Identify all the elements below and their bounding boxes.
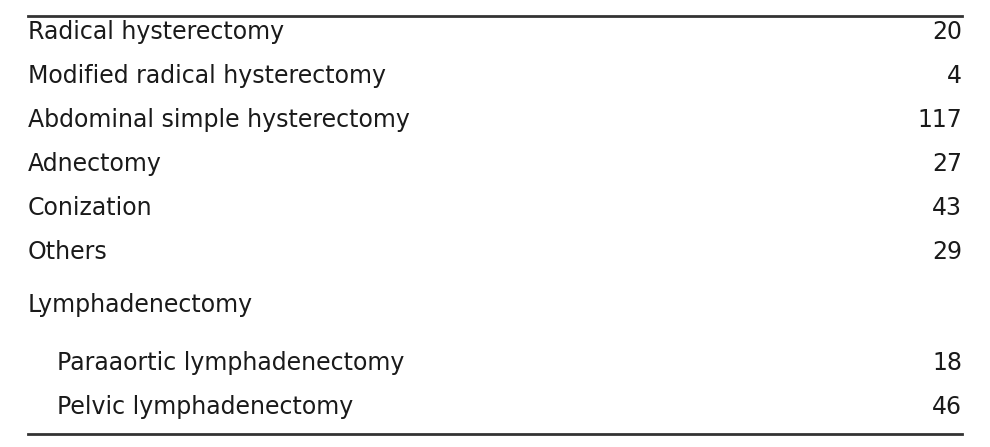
Text: Radical hysterectomy: Radical hysterectomy — [28, 20, 284, 44]
Text: Abdominal simple hysterectomy: Abdominal simple hysterectomy — [28, 108, 410, 132]
Text: Adnectomy: Adnectomy — [28, 152, 161, 176]
Text: 18: 18 — [933, 351, 962, 375]
Text: 20: 20 — [933, 20, 962, 44]
Text: Modified radical hysterectomy: Modified radical hysterectomy — [28, 64, 386, 88]
Text: 27: 27 — [933, 152, 962, 176]
Text: 117: 117 — [918, 108, 962, 132]
Text: Conization: Conization — [28, 196, 152, 220]
Text: 46: 46 — [933, 395, 962, 419]
Text: Paraaortic lymphadenectomy: Paraaortic lymphadenectomy — [57, 351, 405, 375]
Text: 4: 4 — [947, 64, 962, 88]
Text: Others: Others — [28, 240, 108, 264]
Text: 29: 29 — [933, 240, 962, 264]
Text: Lymphadenectomy: Lymphadenectomy — [28, 293, 252, 316]
Text: Pelvic lymphadenectomy: Pelvic lymphadenectomy — [57, 395, 353, 419]
Text: 43: 43 — [933, 196, 962, 220]
